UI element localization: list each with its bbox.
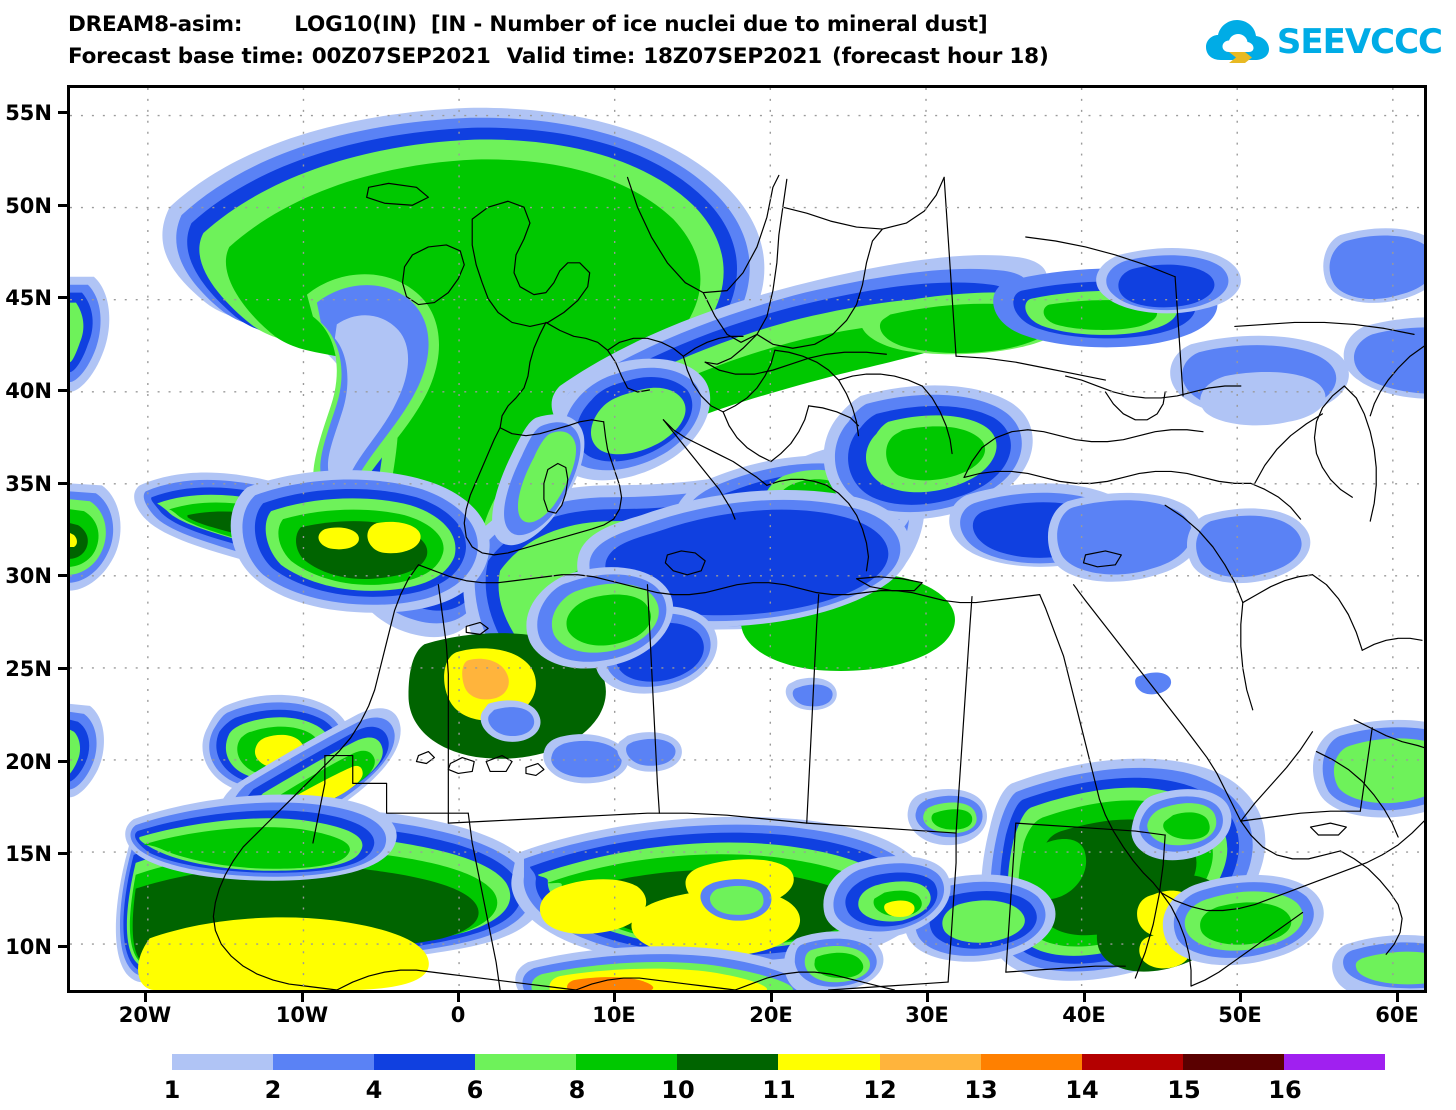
- colorbar-label-4: 4: [365, 1076, 383, 1104]
- valid-time-label: Valid time:: [506, 44, 636, 69]
- y-label-30n: 30N: [5, 564, 52, 588]
- region-italy-tyrrhenian: [492, 358, 711, 546]
- colorbar-band-1: [172, 1054, 274, 1070]
- x-tick: [144, 993, 147, 1002]
- region-black-sea-caspian: [1096, 247, 1424, 426]
- x-label-50e: 50E: [1218, 1003, 1262, 1027]
- x-tick: [1239, 993, 1242, 1002]
- y-tick: [58, 111, 67, 114]
- colorbar-label-13: 13: [964, 1076, 998, 1104]
- colorbar-label-12: 12: [863, 1076, 897, 1104]
- y-label-20n: 20N: [5, 750, 52, 774]
- colorbar-label-1: 1: [163, 1076, 181, 1104]
- forecast-hour: (forecast hour 18): [832, 44, 1049, 69]
- x-label-20e: 20E: [749, 1003, 793, 1027]
- x-label-10e: 10E: [592, 1003, 636, 1027]
- y-label-35n: 35N: [5, 472, 52, 496]
- region-ne-corner: [1323, 228, 1424, 303]
- y-tick: [58, 945, 67, 948]
- contour-field: [70, 107, 1424, 990]
- base-time-label: Forecast base time:: [68, 44, 304, 69]
- region-sahel-west-africa: [115, 794, 545, 990]
- y-label-40n: 40N: [5, 379, 52, 403]
- colorbar-band-16: [1283, 1054, 1385, 1070]
- region-turkey-levant: [1047, 492, 1311, 584]
- header-line-2: Forecast base time: 00Z07SEP2021 Valid tim…: [68, 44, 1049, 69]
- x-tick: [770, 993, 773, 1002]
- colorbar-label-8: 8: [568, 1076, 586, 1104]
- x-label-60e: 60E: [1375, 1003, 1419, 1027]
- x-tick: [301, 993, 304, 1002]
- model-name: DREAM8-asim:: [68, 12, 243, 37]
- x-label-10w: 10W: [275, 1003, 329, 1027]
- x-tick: [457, 993, 460, 1002]
- colorbar-band-10: [677, 1054, 779, 1070]
- y-tick: [58, 574, 67, 577]
- field-description: [IN - Number of ice nuclei due to minera…: [430, 12, 988, 37]
- y-tick: [58, 852, 67, 855]
- y-label-45n: 45N: [5, 286, 52, 310]
- colorbar-band-4: [374, 1054, 476, 1070]
- valid-time-value: 18Z07SEP2021: [643, 44, 822, 69]
- cloud-arrow-icon: [1205, 20, 1269, 63]
- x-tick: [1083, 993, 1086, 1002]
- colorbar-band-12: [879, 1054, 981, 1070]
- region-mid-atlantic-blob: [230, 470, 490, 613]
- region-left-edge-atlantic: [70, 276, 121, 798]
- x-tick: [926, 993, 929, 1002]
- colorbar-label-10: 10: [661, 1076, 695, 1104]
- base-time-value: 00Z07SEP2021: [311, 44, 491, 69]
- x-label-0: 0: [450, 1003, 466, 1027]
- x-tick: [613, 993, 616, 1002]
- region-north-atlantic-europe: [162, 107, 765, 638]
- colorbar-label-14: 14: [1065, 1076, 1099, 1104]
- field-name: LOG10(IN): [294, 12, 417, 37]
- header: DREAM8-asim: LOG10(IN) [IN - Number of ice…: [0, 0, 1456, 82]
- colorbar-label-15: 15: [1167, 1076, 1201, 1104]
- seevccc-logo[interactable]: SEEVCCC: [1205, 16, 1443, 68]
- y-tick: [58, 204, 67, 207]
- x-tick: [1396, 993, 1399, 1002]
- colorbar-band-11: [778, 1054, 880, 1070]
- logo-text: SEEVCCC: [1276, 22, 1443, 62]
- coastlines-borders: [212, 174, 1424, 990]
- x-label-20w: 20W: [118, 1003, 172, 1027]
- y-label-15n: 15N: [5, 842, 52, 866]
- y-label-10n: 10N: [5, 935, 52, 959]
- colorbar-band-8: [576, 1054, 678, 1070]
- y-label-55n: 55N: [5, 101, 52, 125]
- colorbar-band-2: [273, 1054, 375, 1070]
- region-aegean-greece: [577, 385, 1136, 628]
- header-line-1: DREAM8-asim: LOG10(IN) [IN - Number of ice…: [68, 12, 988, 37]
- colorbar-band-13: [980, 1054, 1082, 1070]
- y-tick: [58, 760, 67, 763]
- y-label-25n: 25N: [5, 657, 52, 681]
- region-gulf-of-guinea: [515, 946, 819, 990]
- colorbar-label-11: 11: [762, 1076, 796, 1104]
- graticule: [70, 88, 1424, 990]
- colorbar-band-14: [1081, 1054, 1183, 1070]
- y-label-50n: 50N: [5, 194, 52, 218]
- colorbar[interactable]: [172, 1054, 1385, 1070]
- x-label-30e: 30E: [905, 1003, 949, 1027]
- y-tick: [58, 296, 67, 299]
- region-algeria-speckles: [526, 567, 718, 694]
- x-label-40e: 40E: [1062, 1003, 1106, 1027]
- colorbar-band-6: [475, 1054, 577, 1070]
- region-central-med-small: [823, 856, 951, 939]
- region-gulf-of-aden-arabia: [1162, 719, 1424, 990]
- colorbar-band-15: [1182, 1054, 1284, 1070]
- y-tick: [58, 482, 67, 485]
- colorbar-label-16: 16: [1268, 1076, 1302, 1104]
- region-sahara-scattered: [480, 672, 1172, 784]
- y-tick: [58, 667, 67, 670]
- y-tick: [58, 389, 67, 392]
- map-canvas: [70, 88, 1424, 990]
- forecast-map[interactable]: [67, 85, 1427, 993]
- colorbar-label-2: 2: [264, 1076, 282, 1104]
- colorbar-label-6: 6: [466, 1076, 484, 1104]
